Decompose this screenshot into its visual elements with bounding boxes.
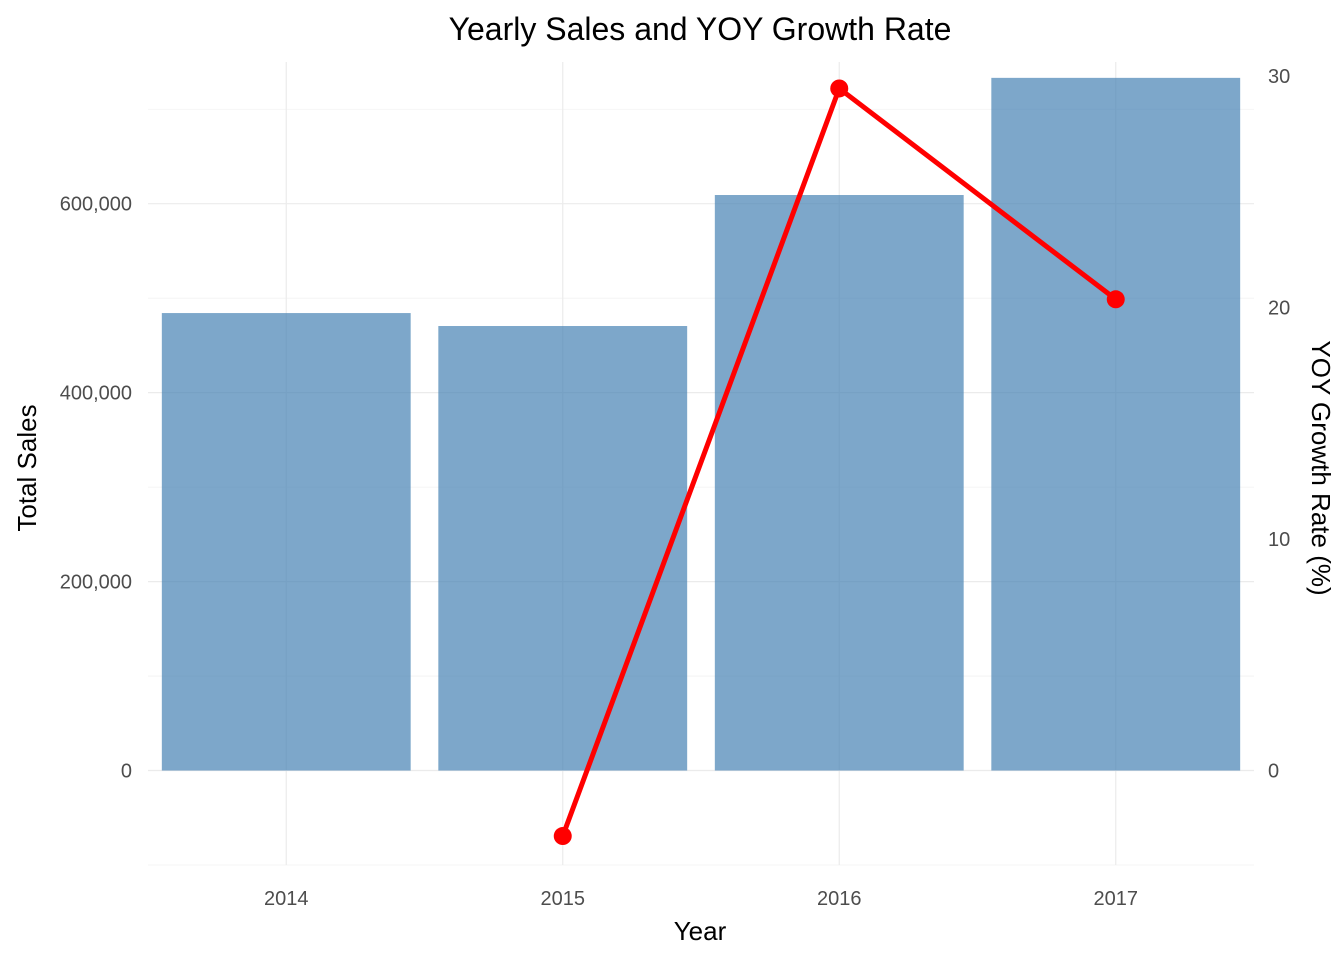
x-tick-label: 2014 (264, 888, 309, 910)
chart-title: Yearly Sales and YOY Growth Rate (449, 11, 952, 47)
growth-line-series (553, 79, 1125, 846)
left-axis-title: Total Sales (12, 404, 42, 531)
growth-point (830, 79, 849, 98)
left-tick-label: 400,000 (60, 383, 132, 405)
left-tick-label: 200,000 (60, 572, 132, 594)
right-tick-label: 20 (1268, 298, 1290, 320)
sales-bar (438, 326, 688, 771)
x-tick-label: 2015 (541, 888, 586, 910)
growth-point (553, 827, 572, 846)
left-tick-label: 600,000 (60, 194, 132, 216)
bar-series (161, 77, 1241, 771)
x-axis-ticks: 2014 2015 2016 2017 (264, 888, 1138, 910)
right-axis-title: YOY Growth Rate (%) (1306, 340, 1336, 595)
sales-bar (714, 195, 964, 771)
left-axis-ticks: 0 200,000 400,000 600,000 (60, 194, 132, 783)
x-tick-label: 2016 (817, 888, 862, 910)
right-tick-label: 0 (1268, 761, 1279, 783)
left-tick-label: 0 (121, 761, 132, 783)
x-axis-title: Year (674, 916, 727, 946)
growth-point (1106, 290, 1125, 309)
sales-bar (161, 313, 411, 771)
right-tick-label: 10 (1268, 529, 1290, 551)
right-axis-ticks: 0 10 20 30 (1268, 66, 1290, 782)
right-tick-label: 30 (1268, 66, 1290, 88)
sales-bar (991, 77, 1241, 771)
x-tick-label: 2017 (1094, 888, 1139, 910)
